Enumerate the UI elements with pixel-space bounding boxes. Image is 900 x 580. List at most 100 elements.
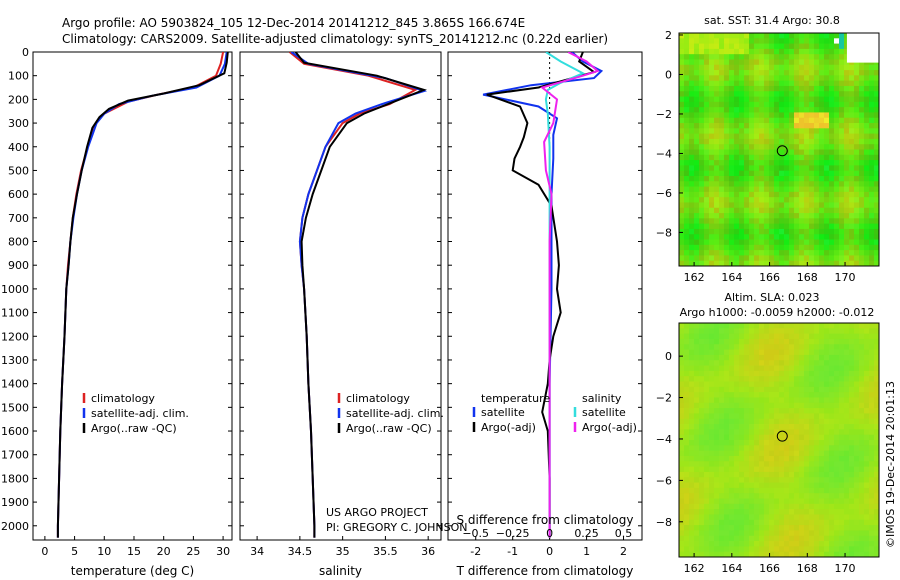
map-cell xyxy=(854,370,860,377)
map-cell xyxy=(784,424,790,430)
map-cell xyxy=(699,123,705,129)
map-cell xyxy=(754,33,760,39)
map-cell xyxy=(799,107,805,113)
map-cell xyxy=(709,386,715,393)
map-cell xyxy=(804,424,810,430)
map-cell xyxy=(849,349,855,356)
map-cell xyxy=(719,234,725,240)
map-cell xyxy=(769,466,775,473)
map-cell xyxy=(834,418,840,425)
map-cell xyxy=(849,239,855,246)
map-cell xyxy=(729,234,735,240)
map-cell xyxy=(764,328,770,335)
map-cell xyxy=(719,541,725,547)
map-cell xyxy=(779,213,785,219)
map-cell xyxy=(784,392,790,398)
map-cell xyxy=(804,418,810,425)
map-cell xyxy=(859,207,865,214)
map-cell xyxy=(794,450,800,457)
map-cell xyxy=(769,144,775,150)
map-cell xyxy=(829,96,835,103)
map-cell xyxy=(744,43,750,50)
map-cell xyxy=(734,59,740,66)
map-cell xyxy=(779,360,785,366)
map-cell xyxy=(734,349,740,356)
map-cell xyxy=(699,344,705,350)
map-cell xyxy=(779,54,785,60)
map-cell xyxy=(679,333,685,340)
map-cell xyxy=(834,54,840,60)
map-cell xyxy=(819,376,825,382)
map-cell xyxy=(724,133,730,140)
map-cell xyxy=(804,338,810,345)
map-cell xyxy=(814,471,820,478)
map-cell xyxy=(764,461,770,467)
map-cell xyxy=(804,48,810,55)
map-cell xyxy=(844,541,850,547)
map-cell xyxy=(684,70,690,76)
map-cell xyxy=(704,85,710,92)
map-cell xyxy=(804,408,810,414)
map-cell xyxy=(704,376,710,382)
map-cell xyxy=(744,228,750,235)
map-cell xyxy=(694,503,700,510)
map-cell xyxy=(824,551,830,558)
map-cell xyxy=(709,80,715,87)
map-cell xyxy=(719,59,725,66)
map-cell xyxy=(829,360,835,366)
map-cell xyxy=(784,133,790,140)
map-cell xyxy=(859,107,865,113)
map-cell xyxy=(764,96,770,103)
map-cell xyxy=(744,80,750,87)
map-cell xyxy=(754,213,760,219)
map-cell xyxy=(679,461,685,467)
map-cell xyxy=(804,471,810,478)
map-cell xyxy=(839,239,845,246)
map-cell xyxy=(849,70,855,76)
map-cell xyxy=(874,386,880,393)
map-cell xyxy=(689,424,695,430)
map-cell xyxy=(874,128,880,135)
map-cell xyxy=(784,260,790,267)
map-cell xyxy=(754,445,760,452)
map-cell xyxy=(859,175,865,182)
map-cell xyxy=(699,117,705,124)
map-cell xyxy=(764,260,770,267)
map-cell xyxy=(819,338,825,345)
map-cell xyxy=(774,234,780,240)
map-cell xyxy=(764,80,770,87)
map-cell xyxy=(839,434,845,441)
x-tick-label: 162 xyxy=(684,271,705,284)
map-cell xyxy=(814,477,820,483)
map-cell xyxy=(829,413,835,420)
map-cell xyxy=(749,360,755,366)
map-cell xyxy=(724,123,730,129)
map-cell xyxy=(784,541,790,547)
map-cell xyxy=(784,38,790,44)
map-cell xyxy=(739,112,745,119)
map-cell xyxy=(749,165,755,172)
map-cell xyxy=(874,165,880,172)
map-cell xyxy=(769,96,775,103)
map-cell xyxy=(829,514,835,521)
map-cell xyxy=(749,197,755,203)
map-cell xyxy=(779,493,785,499)
map-cell xyxy=(854,413,860,420)
map-cell xyxy=(699,429,705,436)
map-cell xyxy=(844,413,850,420)
map-cell xyxy=(734,418,740,425)
map-cell xyxy=(809,333,815,340)
map-cell xyxy=(784,546,790,553)
map-cell xyxy=(859,328,865,335)
map-cell xyxy=(764,503,770,510)
map-cell xyxy=(784,360,790,366)
map-cell xyxy=(759,440,765,446)
x-tick-label: 170 xyxy=(835,271,856,284)
map-cell xyxy=(699,70,705,76)
x-tick-label: 1 xyxy=(583,545,590,558)
map-cell xyxy=(734,386,740,393)
map-cell xyxy=(754,250,760,256)
map-cell xyxy=(819,413,825,420)
map-cell xyxy=(714,418,720,425)
map-cell xyxy=(714,250,720,256)
